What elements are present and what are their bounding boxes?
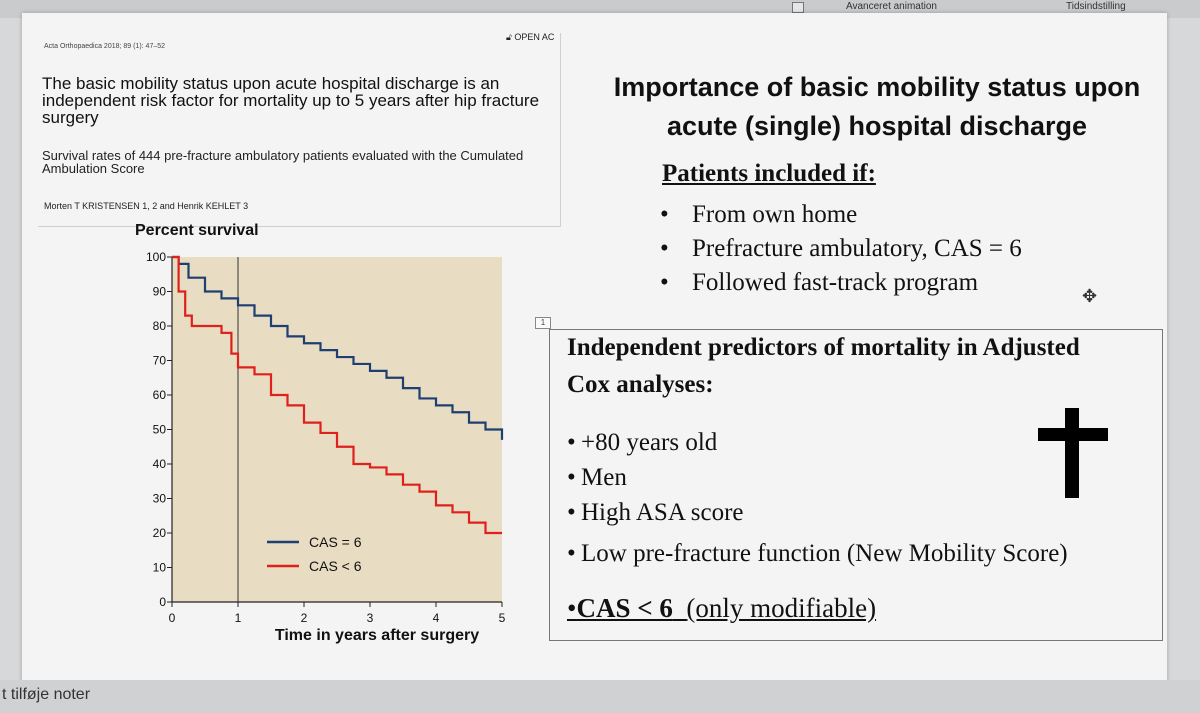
predictor-cas-note: (only modifiable) bbox=[686, 593, 877, 623]
y-tick-label: 30 bbox=[153, 492, 167, 506]
predictor-cas-main: CAS < 6 bbox=[576, 593, 673, 623]
open-access-badge: 🔓︎ OPEN AC bbox=[506, 32, 554, 43]
x-tick-label: 1 bbox=[235, 611, 242, 625]
open-access-label: OPEN AC bbox=[514, 32, 555, 42]
list-item: • Followed fast-track program bbox=[660, 269, 979, 296]
y-tick-label: 100 bbox=[146, 250, 166, 264]
inclusion-item-text: Followed fast-track program bbox=[692, 269, 979, 296]
predictor-text: Men bbox=[581, 464, 627, 491]
list-item: • From own home bbox=[660, 201, 858, 228]
x-tick-label: 0 bbox=[169, 611, 176, 625]
predictor-text: +80 years old bbox=[581, 429, 718, 456]
y-tick-label: 40 bbox=[153, 457, 167, 471]
inclusion-title: Patients included if: bbox=[662, 160, 876, 187]
predictor-cas: •CAS < 6 (only modifiable) bbox=[567, 593, 877, 623]
y-tick-label: 0 bbox=[159, 595, 166, 609]
series-line-cas-lt6 bbox=[172, 255, 502, 535]
x-axis-label: Time in years after surgery bbox=[275, 627, 479, 644]
survival-chart: 0 10 20 30 40 50 60 70 80 90 100 0 1 2 3 4 5 CAS = 6 CAS <… bbox=[146, 250, 506, 644]
open-access-icon: 🔓︎ bbox=[506, 32, 512, 42]
inclusion-item-text: From own home bbox=[692, 201, 858, 228]
paper-subtitle: Survival rates of 444 pre-fracture ambul… bbox=[42, 148, 524, 176]
x-tick-label: 2 bbox=[301, 611, 308, 625]
paper-header-box bbox=[38, 33, 561, 227]
y-tick-label: 10 bbox=[153, 561, 167, 575]
paper-title: The basic mobility status upon acute hos… bbox=[42, 74, 540, 127]
chart-title: Percent survival bbox=[135, 222, 259, 239]
list-item: • Prefracture ambulatory, CAS = 6 bbox=[660, 235, 1022, 262]
move-cursor-icon: ✥ bbox=[1082, 286, 1098, 306]
plot-area bbox=[172, 257, 502, 602]
cross-icon bbox=[1038, 408, 1108, 498]
predictors-title: Independent predictors of mortality in A… bbox=[567, 334, 1080, 398]
predictors-box[interactable] bbox=[549, 329, 1163, 641]
paper-authors: Morten T KRISTENSEN 1, 2 and Henrik KEHL… bbox=[44, 201, 249, 211]
slide-heading: Importance of basic mobility status upon… bbox=[613, 72, 1141, 141]
notes-placeholder: t tilføje noter bbox=[2, 686, 91, 703]
slide-canvas[interactable]: Acta Orthopaedica 2018; 89 (1): 47–52 🔓︎… bbox=[22, 13, 1167, 691]
legend-label: CAS < 6 bbox=[309, 558, 362, 574]
animation-order-marker[interactable]: 1 bbox=[535, 317, 551, 329]
x-tick-label: 5 bbox=[499, 611, 506, 625]
predictors-list: • +80 years old • Men • High ASA score • Low… bbox=[567, 425, 1068, 571]
y-tick-label: 60 bbox=[153, 388, 167, 402]
list-item: • High ASA score bbox=[567, 499, 744, 526]
predictor-text: Low pre-fracture function (New Mobility … bbox=[581, 540, 1068, 567]
animation-pane-icon[interactable] bbox=[792, 2, 804, 13]
y-tick-label: 70 bbox=[153, 354, 167, 368]
y-tick-label: 50 bbox=[153, 423, 167, 437]
ribbon-advanced-animation[interactable]: Avanceret animation bbox=[846, 1, 937, 12]
predictor-text: High ASA score bbox=[581, 499, 744, 526]
notes-pane[interactable]: t tilføje noter bbox=[0, 680, 1200, 713]
legend-label: CAS = 6 bbox=[309, 534, 362, 550]
journal-citation: Acta Orthopaedica 2018; 89 (1): 47–52 bbox=[44, 43, 166, 50]
x-tick-label: 3 bbox=[367, 611, 374, 625]
x-tick-label: 4 bbox=[433, 611, 440, 625]
inclusion-item-text: Prefracture ambulatory, CAS = 6 bbox=[692, 235, 1022, 262]
y-tick-label: 80 bbox=[153, 319, 167, 333]
list-item: • Low pre-fracture function (New Mobility… bbox=[567, 540, 1068, 567]
y-tick-label: 20 bbox=[153, 526, 167, 540]
series-line-cas6 bbox=[172, 255, 504, 440]
ribbon-timing[interactable]: Tidsindstilling bbox=[1066, 1, 1126, 12]
inclusion-list: • From own home • Prefracture ambulatory, … bbox=[657, 198, 1022, 300]
y-tick-label: 90 bbox=[153, 285, 167, 299]
list-item: • +80 years old bbox=[567, 429, 718, 456]
list-item: • Men bbox=[567, 464, 627, 491]
